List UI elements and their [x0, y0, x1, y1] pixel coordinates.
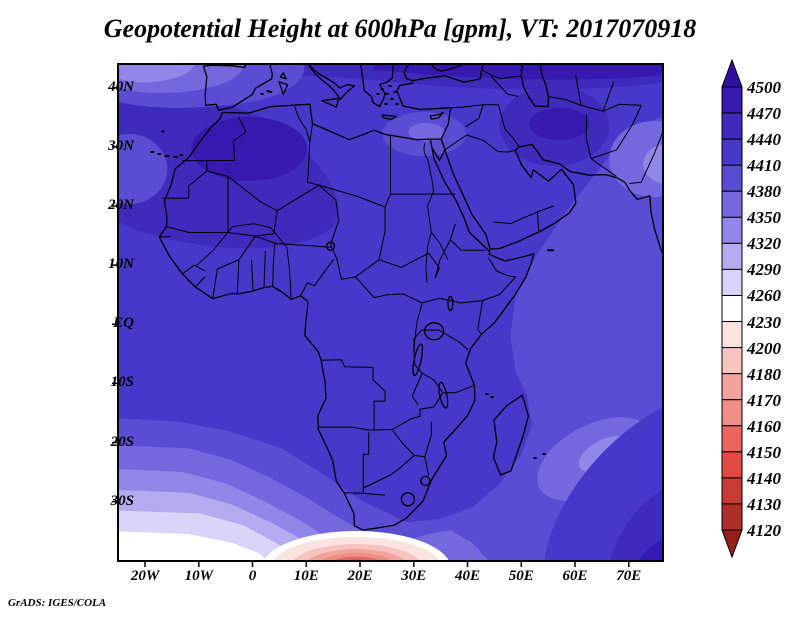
contour-4470-iran	[529, 108, 590, 140]
colorbar-seg-4260	[721, 268, 743, 296]
lat-label-30n: 30N	[108, 137, 134, 154]
contour-4440-secorner	[609, 489, 663, 561]
iran-india-coastline	[518, 143, 663, 257]
colorbar-label-4410: 4410	[747, 156, 781, 176]
axis-ticks-left	[112, 86, 118, 503]
contour-4470-secorner	[638, 538, 663, 561]
contour-4150-ring	[331, 556, 381, 561]
colorbar-seg-4180	[721, 347, 743, 375]
niger-river	[196, 223, 292, 300]
colorbar-seg-4170	[721, 373, 743, 401]
colorbar-label-4170: 4170	[747, 390, 781, 410]
colorbar-seg-4160	[721, 399, 743, 427]
lat-label-40n: 40N	[108, 78, 134, 95]
colorbar-seg-4150	[721, 425, 743, 453]
lat-label-10s: 10S	[110, 374, 134, 391]
contour-4230-swband	[118, 531, 268, 561]
lon-label-10w: 10W	[184, 568, 213, 584]
contour-4350-emed	[408, 123, 445, 141]
contour-4380-east-south	[118, 116, 663, 561]
africa-coastline	[158, 103, 535, 531]
colorbar-seg-4440	[721, 112, 743, 140]
map-clip-group	[118, 64, 663, 561]
iberia-coastline	[202, 64, 273, 111]
madagascar-coastline	[492, 394, 530, 476]
lon-label-60e: 60E	[562, 568, 588, 584]
lat-label-10n: 10N	[108, 256, 134, 273]
colorbar-label-4290: 4290	[747, 260, 781, 280]
colorbar-arrow-top	[721, 58, 743, 88]
caspian-coastline	[520, 64, 550, 108]
country-borders	[159, 69, 663, 496]
contour-4320-india	[643, 144, 663, 184]
lon-label-0: 0	[248, 568, 257, 584]
lat-label-20n: 20N	[108, 197, 134, 213]
colorbar-seg-4320	[721, 216, 743, 244]
colorbar-label-4230: 4230	[747, 312, 781, 332]
map-frame	[117, 63, 664, 562]
contour-4380-atlantic	[118, 134, 168, 204]
colorbar-label-4120: 4120	[747, 520, 781, 540]
colorbar-arrow-bottom	[721, 529, 743, 559]
map-canvas	[112, 63, 664, 567]
colorbar-label-4320: 4320	[747, 234, 781, 254]
colorbar-label-4260: 4260	[747, 286, 781, 306]
colorbar-label-4200: 4200	[747, 338, 781, 358]
lat-label-eq: EQ	[113, 315, 134, 332]
lon-label-30e: 30E	[401, 568, 427, 584]
colorbar-label-4160: 4160	[747, 416, 781, 436]
colorbar-seg-4380	[721, 164, 743, 192]
colorbar-label-4380: 4380	[747, 182, 781, 202]
lake-turkana	[447, 295, 454, 312]
colorbar	[721, 58, 743, 559]
colorbar-seg-4470	[721, 86, 743, 114]
lon-label-40e: 40E	[454, 568, 480, 584]
colorbar-seg-4140	[721, 451, 743, 479]
lake-chad	[325, 241, 336, 251]
colorbar-seg-4230	[721, 294, 743, 323]
lon-label-20e: 20E	[347, 568, 373, 584]
colorbar-seg-4200	[721, 321, 743, 349]
lesotho-border	[400, 492, 416, 507]
italy-coastline	[278, 64, 356, 108]
colorbar-label-4440: 4440	[747, 130, 781, 150]
colorbar-seg-4290	[721, 242, 743, 270]
page-title: Geopotential Height at 600hPa [gpm], VT:…	[103, 14, 697, 43]
colorbar-label-4130: 4130	[747, 494, 781, 514]
colorbar-label-4180: 4180	[747, 364, 781, 384]
nile-river	[423, 143, 449, 284]
colorbar-seg-4130	[721, 477, 743, 505]
lat-label-30s: 30S	[110, 492, 134, 509]
swaziland-border	[420, 475, 431, 487]
colorbar-label-4350: 4350	[747, 208, 781, 228]
contour-4320-iberia	[118, 64, 195, 83]
contour-4470-algeria	[191, 117, 308, 181]
colorbar-seg-4350	[721, 190, 743, 218]
colorbar-label-4500: 4500	[747, 78, 781, 97]
colorbar-label-4470: 4470	[747, 104, 781, 124]
arabia-coastline	[444, 146, 577, 250]
colorbar-label-4150: 4150	[747, 442, 781, 462]
lake-victoria	[423, 322, 445, 341]
small-islands	[150, 85, 554, 459]
colorbar-label-4140: 4140	[747, 468, 781, 488]
grads-credit: GrADS: IGES/COLA	[8, 597, 107, 609]
lake-malawi	[438, 381, 449, 409]
lon-label-10e: 10E	[293, 568, 319, 584]
lat-label-20s: 20S	[110, 433, 134, 450]
lon-label-50e: 50E	[508, 568, 534, 584]
colorbar-seg-4120	[721, 503, 743, 531]
greece-coastline	[360, 64, 444, 121]
lon-label-20w: 20W	[130, 568, 160, 584]
colorbar-seg-4410	[721, 138, 743, 166]
lon-label-70e: 70E	[616, 568, 642, 584]
axis-ticks-bottom	[144, 561, 630, 567]
